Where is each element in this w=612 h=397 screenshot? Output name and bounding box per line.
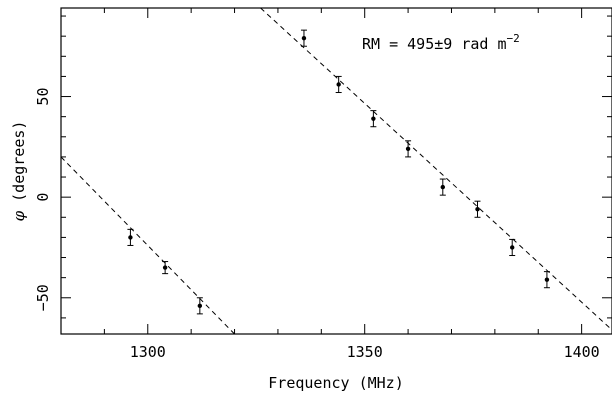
- y-tick-label: −50: [34, 284, 52, 311]
- data-points: [127, 29, 550, 315]
- y-axis-title-rest: (degrees): [10, 121, 28, 211]
- data-point: [440, 184, 445, 190]
- x-tick-label: 1400: [564, 343, 600, 361]
- data-point: [371, 116, 376, 121]
- data-point: [544, 277, 550, 282]
- plot-frame: [60, 7, 612, 335]
- y-tick-labels: −50 0 50: [34, 88, 52, 312]
- rm-annotation: RM = 495±9 rad m−2: [362, 32, 520, 53]
- data-point: [475, 207, 480, 212]
- major-ticks: [61, 8, 612, 334]
- x-axis-title: Frequency (MHz): [268, 374, 403, 392]
- x-tick-label: 1350: [347, 343, 383, 361]
- data-point: [197, 303, 203, 309]
- y-tick-label: 50: [34, 88, 52, 106]
- rm-annotation-superscript: −2: [507, 32, 520, 45]
- data-point: [162, 265, 168, 270]
- fit-line: [60, 156, 235, 335]
- data-point: [405, 146, 411, 152]
- data-point: [510, 245, 515, 250]
- x-tick-label: 1300: [130, 343, 166, 361]
- x-tick-labels: 1300 1350 1400: [130, 343, 600, 361]
- fit-lines: [60, 7, 612, 335]
- y-tick-label: 0: [34, 193, 52, 202]
- fit-line: [260, 7, 612, 331]
- y-axis-title: φ (degrees): [10, 121, 28, 222]
- minor-ticks: [60, 8, 612, 334]
- data-point: [128, 235, 133, 240]
- y-axis-symbol: φ: [10, 210, 28, 221]
- data-point: [336, 82, 341, 87]
- data-point: [301, 35, 307, 41]
- rm-annotation-text: RM = 495±9 rad m: [362, 35, 507, 53]
